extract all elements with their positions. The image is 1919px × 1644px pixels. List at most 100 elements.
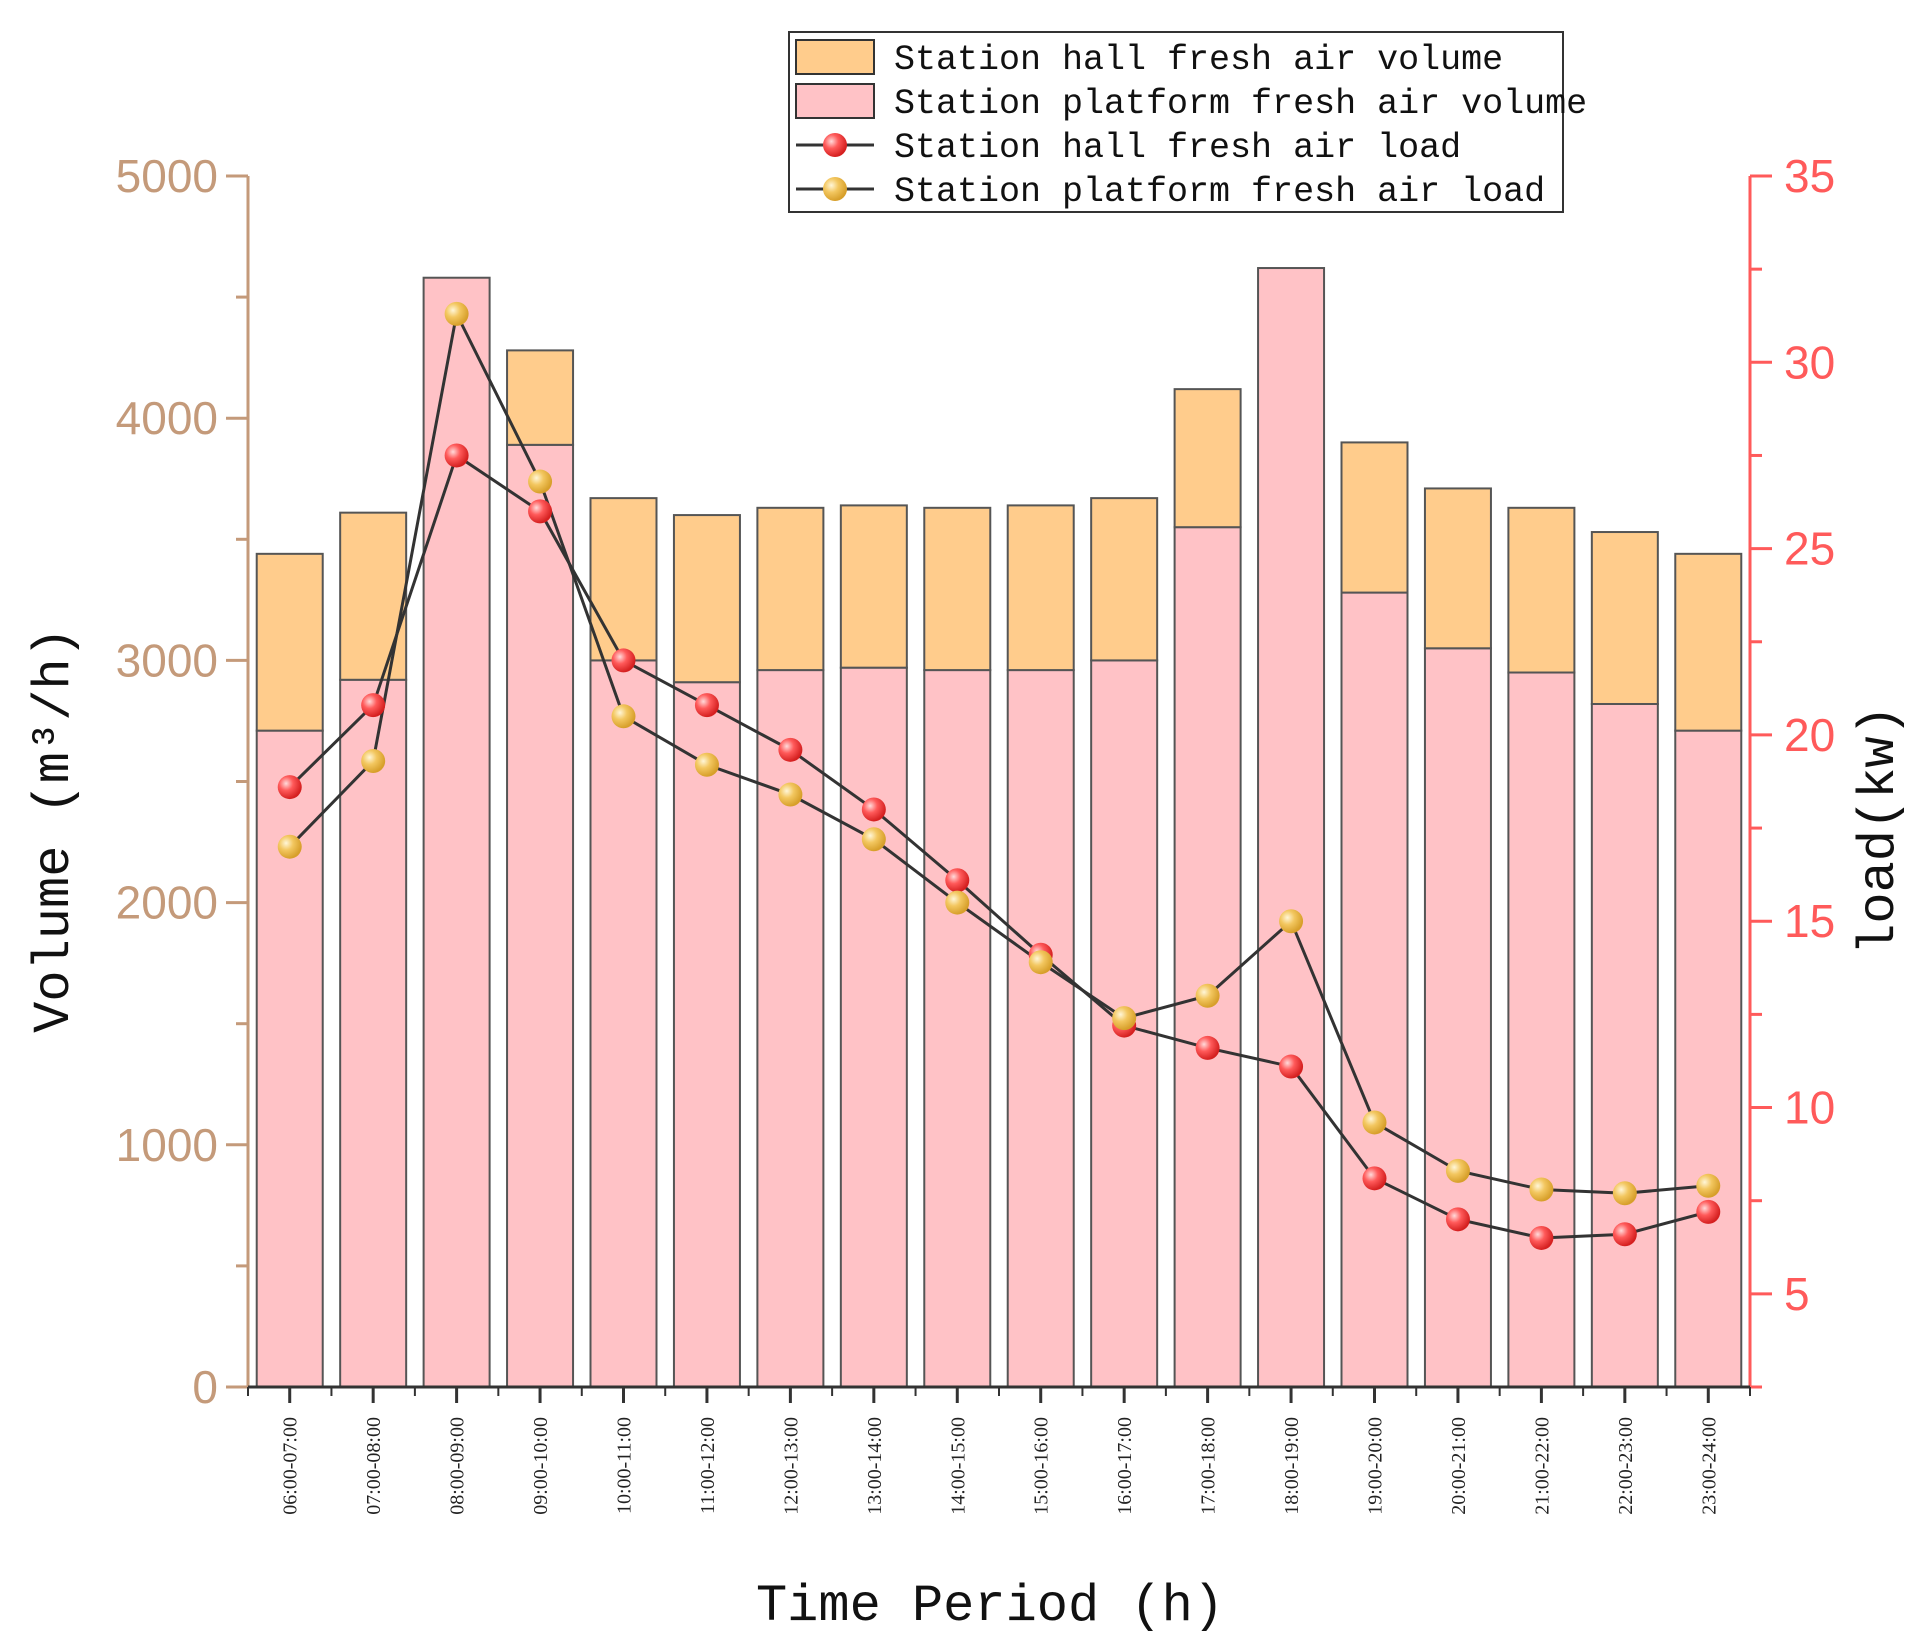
bar-hall-volume	[339, 511, 408, 681]
legend-swatch-platform-volume	[795, 83, 875, 119]
legend-box	[788, 31, 1564, 213]
bar-platform-volume	[672, 681, 741, 1388]
point-hall-load	[444, 443, 469, 468]
bar-platform-volume	[1006, 669, 1075, 1388]
y-tick-label-right: 10	[1784, 1082, 1835, 1134]
point-hall-load	[528, 499, 553, 524]
bar-hall-volume	[1340, 441, 1409, 594]
bar-platform-volume	[923, 669, 992, 1388]
y-tick-label-right: 35	[1784, 150, 1835, 202]
bar-platform-volume	[339, 678, 408, 1388]
point-platform-load	[277, 834, 302, 859]
point-hall-load	[1362, 1166, 1387, 1191]
y-tick-label-right: 15	[1784, 895, 1835, 947]
bar-hall-volume	[1090, 497, 1159, 662]
point-platform-load	[1362, 1110, 1387, 1135]
bar-hall-volume	[589, 497, 658, 662]
bar-platform-volume	[1674, 729, 1743, 1388]
y-tick-label-left: 0	[192, 1361, 218, 1413]
point-platform-load	[1112, 1006, 1137, 1031]
point-platform-load	[1028, 950, 1053, 975]
y-axis-title-left: Volume (m³/h)	[25, 627, 84, 1033]
x-tick-label: 23:00-24:00	[1698, 1417, 1720, 1515]
line-hall-load	[288, 453, 1709, 1240]
x-tick-label: 17:00-18:00	[1198, 1417, 1220, 1515]
x-axis-title: Time Period (h)	[756, 1577, 1224, 1636]
point-hall-load	[277, 775, 302, 800]
bar-platform-volume	[1340, 591, 1409, 1388]
x-tick-label: 07:00-08:00	[363, 1417, 385, 1515]
legend-label-hall-volume: Station hall fresh air volume	[894, 40, 1503, 80]
legend: Station hall fresh air volume Station pl…	[788, 31, 1587, 213]
y-tick-label-right: 30	[1784, 336, 1835, 388]
bar-platform-volume	[1423, 647, 1492, 1388]
point-platform-load	[1696, 1173, 1721, 1198]
bar-hall-volume	[255, 552, 324, 732]
bar-hall-volume	[1173, 388, 1242, 529]
point-platform-load	[1445, 1158, 1470, 1183]
bar-platform-volume	[255, 729, 324, 1388]
bar-hall-volume	[1674, 552, 1743, 732]
point-hall-load	[1612, 1222, 1637, 1247]
x-tick-label: 06:00-07:00	[280, 1417, 302, 1515]
point-hall-load	[778, 737, 803, 762]
bar-platform-volume	[506, 443, 575, 1389]
x-tick-label: 12:00-13:00	[780, 1417, 802, 1515]
point-hall-load	[1445, 1207, 1470, 1232]
bar-hall-volume	[1590, 531, 1659, 705]
point-hall-load	[1529, 1225, 1554, 1250]
legend-label-hall-load: Station hall fresh air load	[894, 128, 1461, 168]
point-hall-load	[1195, 1035, 1220, 1060]
legend-label-platform-load: Station platform fresh air load	[894, 172, 1545, 212]
point-hall-load	[1696, 1199, 1721, 1224]
bar-platform-volume	[1173, 526, 1242, 1388]
y-tick-label-left: 4000	[116, 392, 218, 444]
point-hall-load	[361, 693, 386, 718]
bar-platform-volume	[1590, 702, 1659, 1388]
legend-label-platform-volume: Station platform fresh air volume	[894, 84, 1587, 124]
bar-hall-volume	[506, 349, 575, 446]
x-tick-label: 09:00-10:00	[530, 1417, 552, 1515]
point-platform-load	[1195, 983, 1220, 1008]
point-hall-load	[1279, 1054, 1304, 1079]
bar-hall-volume	[1423, 487, 1492, 650]
point-platform-load	[694, 752, 719, 777]
bar-platform-volume	[589, 659, 658, 1388]
point-platform-load	[778, 782, 803, 807]
y-tick-label-left: 2000	[116, 877, 218, 929]
x-tick-label: 21:00-22:00	[1531, 1417, 1553, 1515]
line-platform-load	[288, 309, 1709, 1195]
y-tick-label-right: 25	[1784, 523, 1835, 575]
point-platform-load	[861, 827, 886, 852]
bar-platform-volume	[756, 669, 825, 1388]
bar-platform-volume	[1507, 671, 1576, 1388]
x-tick-label: 10:00-11:00	[614, 1417, 636, 1514]
legend-marker-hall-load	[823, 133, 847, 157]
point-platform-load	[361, 749, 386, 774]
legend-marker-platform-load	[823, 177, 847, 201]
x-tick-label: 18:00-19:00	[1281, 1417, 1303, 1515]
bar-hall-volume	[839, 504, 908, 669]
bar-hall-volume	[923, 506, 992, 672]
y-axis-title-right: load(kw)	[1850, 705, 1909, 955]
bar-platform-volume	[839, 666, 908, 1388]
x-tick-label: 11:00-12:00	[697, 1417, 719, 1514]
x-tick-label: 22:00-23:00	[1615, 1417, 1637, 1515]
bar-hall-volume	[672, 514, 741, 684]
point-platform-load	[611, 704, 636, 729]
x-tick-label: 14:00-15:00	[947, 1417, 969, 1515]
y-tick-label-right: 20	[1784, 709, 1835, 761]
point-platform-load	[945, 890, 970, 915]
bar-hall-volume	[1507, 506, 1576, 674]
bar-hall-volume	[1006, 504, 1075, 672]
x-tick-label: 13:00-14:00	[864, 1417, 886, 1515]
y-tick-label-right: 5	[1784, 1268, 1810, 1320]
point-hall-load	[611, 648, 636, 673]
legend-swatch-hall-volume	[795, 39, 875, 75]
x-tick-label: 16:00-17:00	[1114, 1417, 1136, 1515]
point-platform-load	[528, 469, 553, 494]
x-tick-label: 15:00-16:00	[1031, 1417, 1053, 1515]
point-hall-load	[694, 693, 719, 718]
point-platform-load	[1612, 1181, 1637, 1206]
y-tick-label-left: 3000	[116, 634, 218, 686]
